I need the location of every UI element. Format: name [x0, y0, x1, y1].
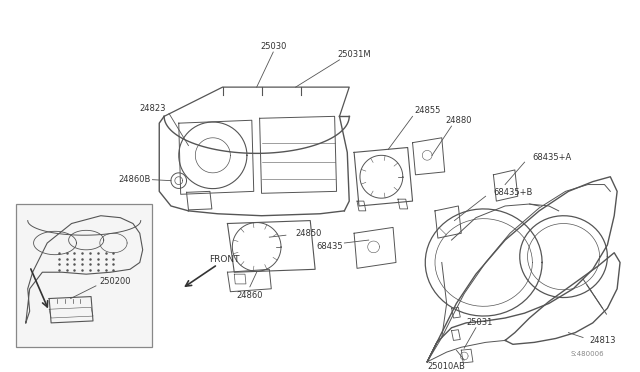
- Text: 25010AB: 25010AB: [428, 362, 465, 371]
- Text: FRONT: FRONT: [209, 255, 240, 264]
- Text: 24860B: 24860B: [118, 175, 151, 184]
- Text: 68435+A: 68435+A: [532, 153, 572, 162]
- Text: 24855: 24855: [414, 106, 440, 115]
- FancyBboxPatch shape: [16, 204, 152, 347]
- Text: 25031: 25031: [467, 318, 493, 327]
- Text: 25031M: 25031M: [337, 51, 371, 60]
- Text: 68435+B: 68435+B: [493, 188, 532, 197]
- Text: 25030: 25030: [260, 42, 287, 51]
- Text: S:480006: S:480006: [571, 351, 604, 357]
- Text: 24880: 24880: [445, 116, 472, 125]
- Text: 24850: 24850: [295, 229, 321, 238]
- Text: 24813: 24813: [589, 336, 616, 345]
- Text: 250200: 250200: [100, 278, 131, 286]
- Text: 24860: 24860: [237, 291, 263, 300]
- Text: 24823: 24823: [139, 104, 166, 113]
- Text: 68435: 68435: [316, 243, 343, 251]
